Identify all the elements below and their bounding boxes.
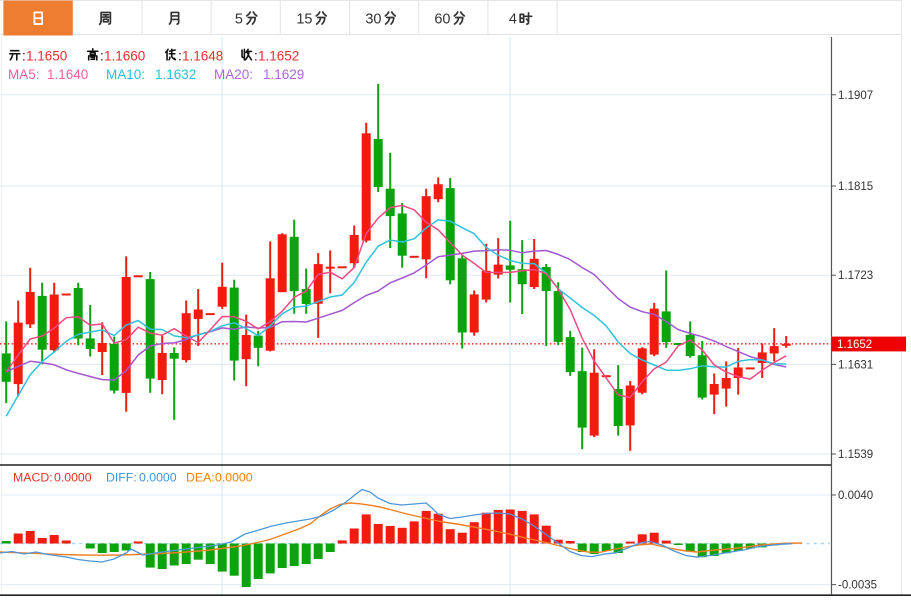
svg-text::: :	[178, 49, 182, 64]
svg-text:1.1652: 1.1652	[837, 339, 872, 351]
svg-text:1.1652: 1.1652	[258, 49, 299, 64]
svg-text:15: 15	[296, 12, 312, 28]
svg-text::: :	[254, 49, 258, 64]
svg-text:MA10:: MA10:	[106, 67, 145, 82]
svg-text:DEA:: DEA:	[186, 471, 215, 485]
svg-text:1.1723: 1.1723	[838, 270, 873, 282]
svg-text:MA20:: MA20:	[214, 67, 253, 82]
svg-text:5: 5	[235, 12, 243, 28]
svg-text::: :	[100, 49, 104, 64]
svg-text:1.1648: 1.1648	[182, 49, 223, 64]
svg-text:4: 4	[509, 12, 517, 28]
svg-text:30: 30	[365, 12, 381, 28]
svg-text:1.1632: 1.1632	[155, 67, 196, 82]
svg-text:1.1907: 1.1907	[838, 90, 873, 102]
svg-text:0.0000: 0.0000	[139, 471, 177, 485]
svg-text:DIFF:: DIFF:	[106, 471, 137, 485]
svg-text:1.1629: 1.1629	[263, 67, 304, 82]
svg-text:1.1815: 1.1815	[838, 181, 873, 193]
svg-text:1.1640: 1.1640	[47, 67, 88, 82]
svg-text::: :	[22, 49, 26, 64]
svg-text:1.1539: 1.1539	[838, 449, 873, 461]
svg-text:MACD:: MACD:	[13, 471, 53, 485]
svg-text:1.1650: 1.1650	[26, 49, 67, 64]
svg-text:1.1660: 1.1660	[104, 49, 145, 64]
svg-text:MA5:: MA5:	[8, 67, 40, 82]
svg-text:60: 60	[434, 12, 450, 28]
svg-text:0.0000: 0.0000	[54, 471, 92, 485]
svg-text:1.1631: 1.1631	[838, 359, 873, 371]
svg-text:0.0040: 0.0040	[838, 490, 873, 502]
svg-text:0.0000: 0.0000	[215, 471, 253, 485]
svg-text:-0.0035: -0.0035	[838, 580, 877, 592]
